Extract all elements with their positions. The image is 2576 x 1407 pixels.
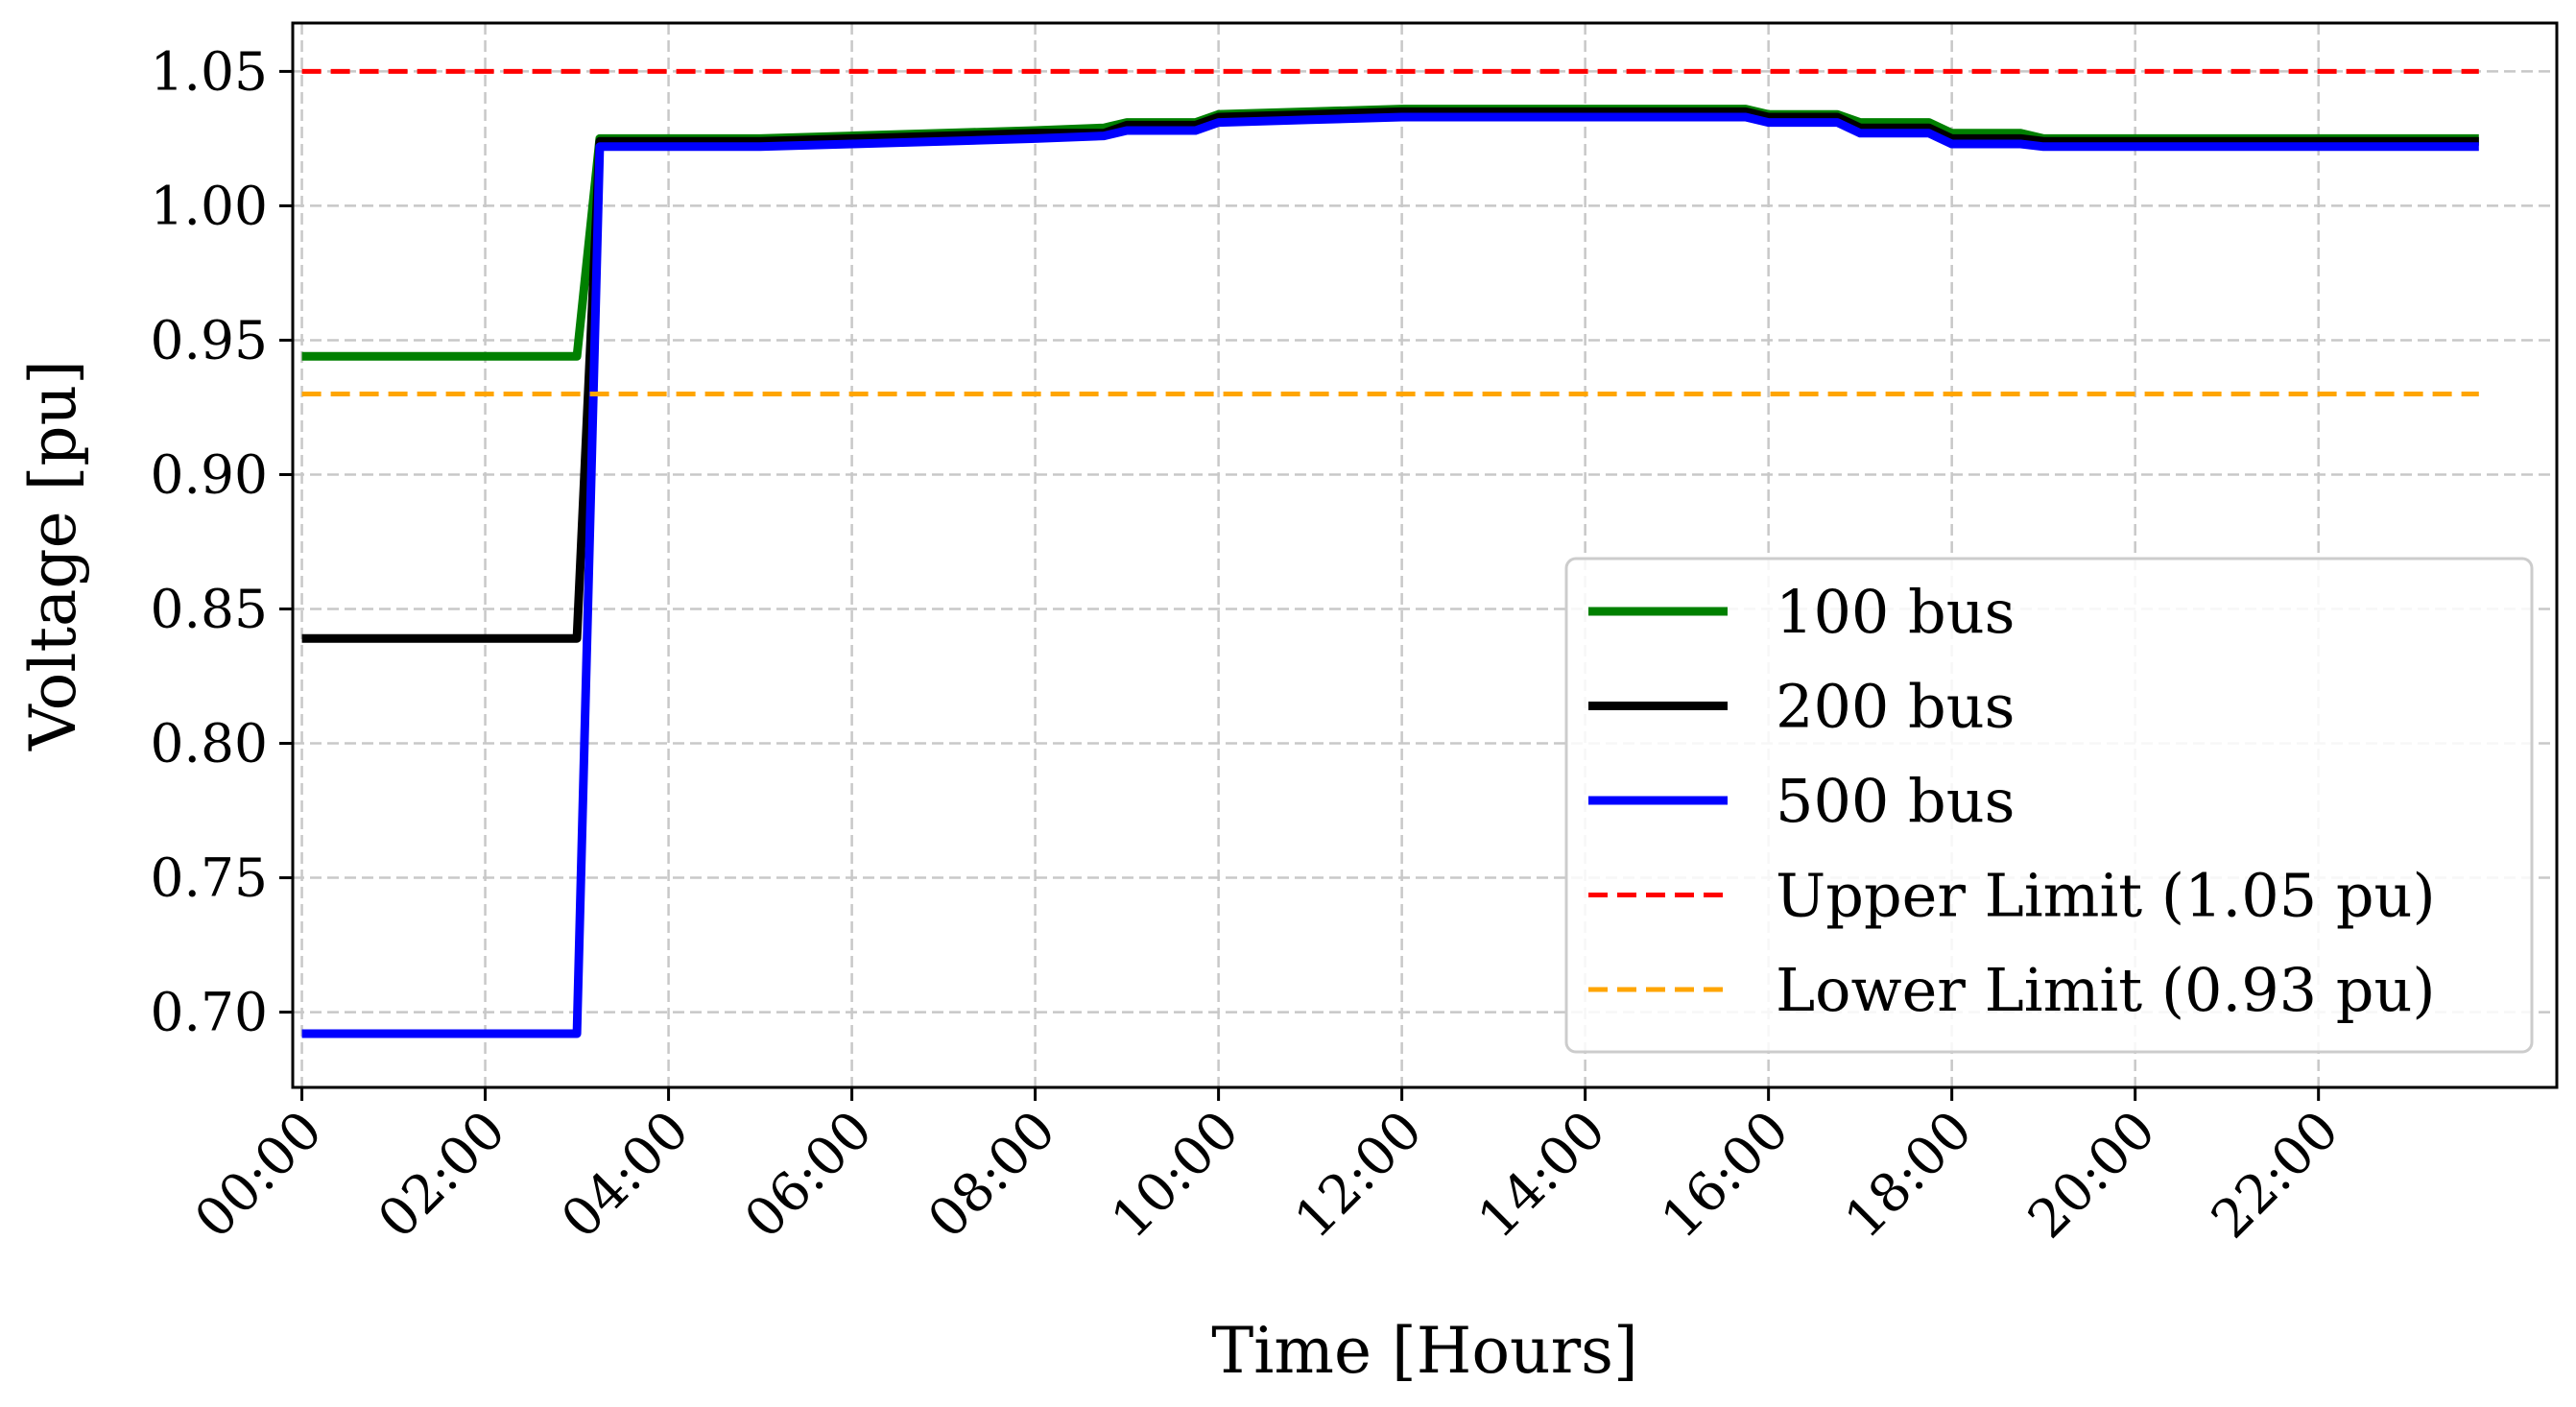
legend-label: 200 bus — [1776, 672, 2015, 742]
y-axis-title: Voltage [pu] — [16, 360, 90, 751]
x-axis-title: Time [Hours] — [1211, 1314, 1637, 1388]
y-tick-label: 0.70 — [151, 982, 268, 1043]
y-tick-label: 0.90 — [151, 443, 268, 505]
series-lines — [301, 68, 2479, 1038]
y-tick-label: 0.80 — [151, 713, 268, 775]
legend: 100 bus 200 bus 500 bus Upper Limit (1.05 p… — [1564, 557, 2534, 1054]
legend-label: 500 bus — [1776, 766, 2015, 836]
legend-box — [1564, 557, 2534, 1054]
y-tick-label: 0.95 — [151, 309, 268, 370]
legend-label: Lower Limit (0.93 pu) — [1776, 955, 2436, 1025]
y-tick-label: 1.00 — [151, 175, 268, 236]
y-tick-label: 1.05 — [151, 40, 268, 102]
series-line-2 — [301, 107, 2479, 643]
y-tick-label: 0.75 — [151, 847, 268, 909]
legend-label: 100 bus — [1776, 577, 2015, 647]
series-line-3 — [301, 112, 2479, 1038]
plot-frame — [291, 21, 2559, 1089]
legend-label: Upper Limit (1.05 pu) — [1776, 861, 2436, 931]
y-tick-label: 0.85 — [151, 579, 268, 640]
